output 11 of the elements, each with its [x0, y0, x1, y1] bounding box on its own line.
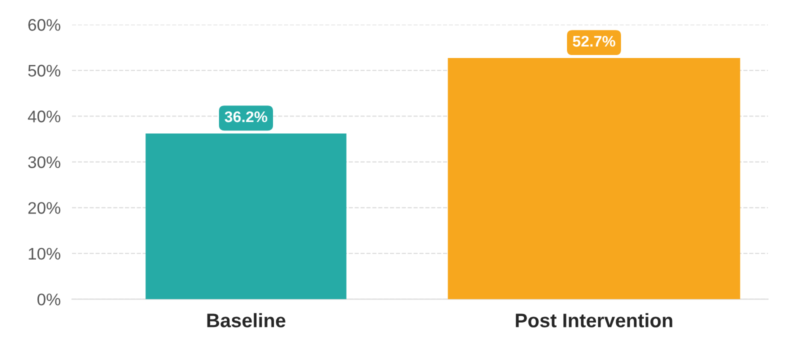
x-tick-label: Post Intervention [516, 313, 672, 328]
data-label: 36.2% [224, 111, 268, 122]
y-tick-label: 60% [28, 19, 60, 31]
y-tick-label: 0% [37, 294, 60, 306]
y-tick-label: 50% [28, 64, 60, 77]
data-label: 52.7% [572, 36, 616, 47]
y-tick-label: 10% [28, 248, 60, 260]
x-tick-label: Baseline [207, 313, 286, 328]
y-tick-label: 30% [28, 156, 60, 168]
y-tick-label: 40% [28, 110, 60, 122]
y-tick-label: 20% [28, 202, 60, 214]
